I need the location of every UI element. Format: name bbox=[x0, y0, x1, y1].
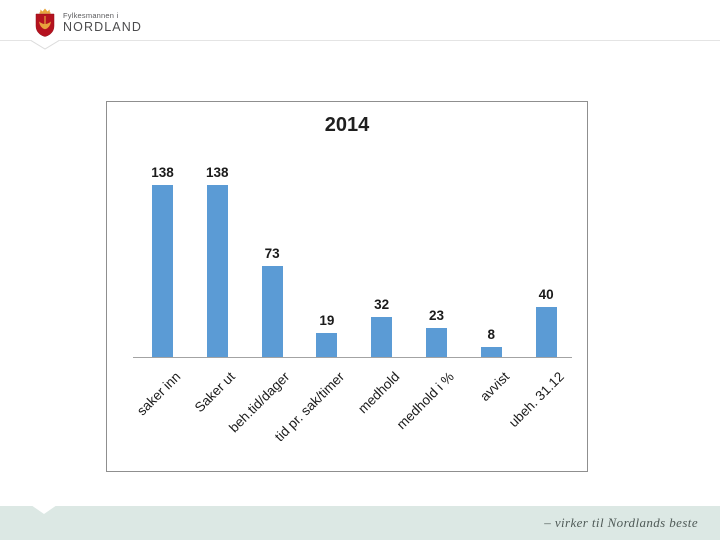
bar-value-label: 138 bbox=[151, 165, 174, 180]
footer-motto: – virker til Nordlands beste bbox=[544, 515, 698, 530]
logo-org-large: NORDLAND bbox=[63, 19, 142, 34]
bar-value-label: 19 bbox=[319, 313, 335, 328]
logo: Fylkesmannen i NORDLAND bbox=[33, 7, 142, 37]
bar-chart: 138 saker inn 138 Saker ut 73 beh.tid/dager 19… bbox=[107, 102, 587, 471]
bar bbox=[316, 333, 338, 357]
bar bbox=[206, 185, 228, 357]
bar-value-label: 73 bbox=[264, 246, 280, 261]
footer-bar: – virker til Nordlands beste bbox=[0, 505, 720, 540]
bar-value-label: 40 bbox=[538, 287, 554, 302]
bar bbox=[152, 185, 173, 357]
chart-title: 2014 bbox=[324, 114, 370, 136]
bar bbox=[535, 307, 557, 357]
category-label: saker inn bbox=[133, 369, 184, 419]
category-label: Saker ut bbox=[191, 369, 238, 416]
bar bbox=[480, 347, 502, 357]
nordland-coat-of-arms-icon bbox=[35, 8, 55, 37]
header-notch-icon bbox=[31, 40, 59, 50]
bar-value-label: 138 bbox=[206, 165, 229, 180]
logo-org-small: Fylkesmannen i bbox=[63, 10, 119, 20]
category-label: medhold i % bbox=[393, 369, 458, 433]
bar bbox=[261, 266, 283, 357]
header-divider bbox=[0, 40, 720, 41]
bar-value-label: 32 bbox=[374, 297, 390, 312]
bar-value-label: 23 bbox=[428, 308, 445, 323]
logo-text: Fylkesmannen i NORDLAND bbox=[63, 11, 142, 34]
bar bbox=[371, 317, 393, 357]
category-label: medhold bbox=[355, 369, 403, 417]
category-label: ubeh. 31.12 bbox=[505, 369, 567, 431]
bar bbox=[426, 328, 447, 357]
category-label: avvist bbox=[476, 369, 512, 405]
footer-notch-icon bbox=[31, 505, 57, 514]
x-axis-line bbox=[133, 357, 572, 358]
chart-frame: 2014 138 saker inn 138 Saker ut 73 beh.tid/da… bbox=[106, 101, 588, 472]
bar-value-label: 8 bbox=[487, 327, 496, 342]
